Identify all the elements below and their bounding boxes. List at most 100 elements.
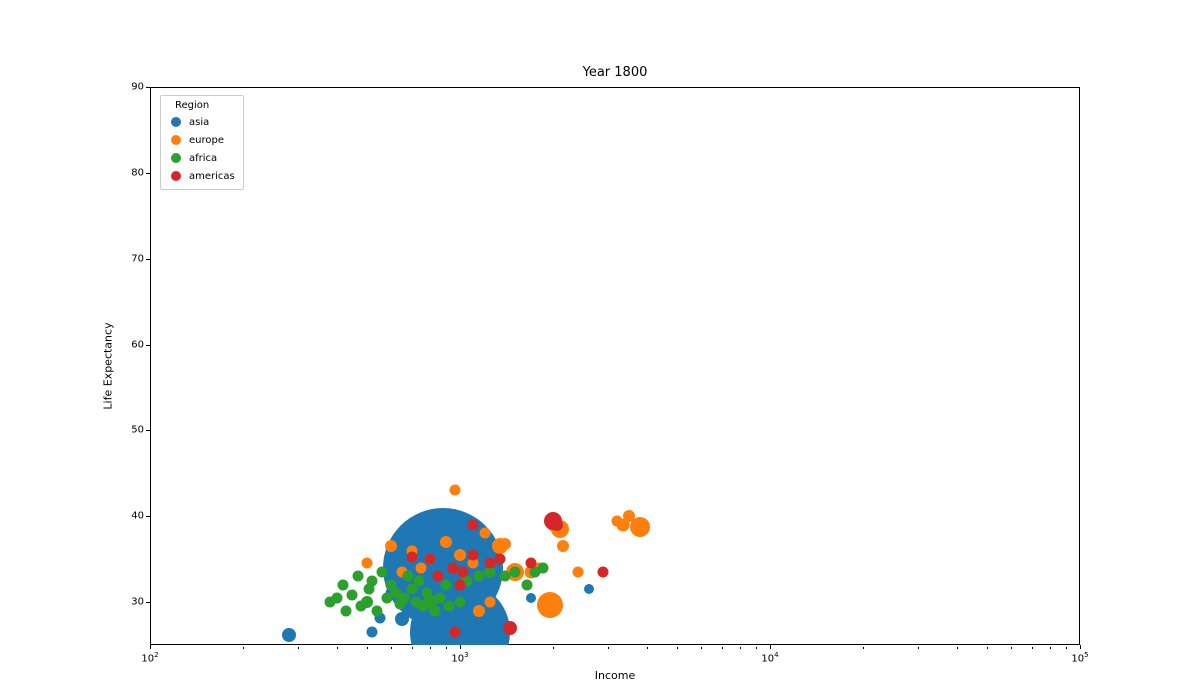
x-tick-label: 104	[761, 651, 778, 664]
x-minor-tick	[957, 647, 958, 650]
legend-swatch-icon	[171, 153, 181, 163]
axes-frame: 10210310410530405060708090	[150, 87, 1080, 645]
bubble-europe	[611, 515, 622, 526]
y-tick-mark	[146, 345, 150, 346]
legend-item-europe: europe	[167, 131, 235, 149]
bubble-europe	[440, 536, 452, 548]
bubble-africa	[331, 592, 342, 603]
bubble-americas	[526, 558, 537, 569]
bubble-asia	[584, 584, 594, 594]
x-minor-tick	[367, 647, 368, 650]
x-tick-label: 105	[1071, 651, 1088, 664]
bubble-africa	[509, 567, 520, 578]
legend-swatch-icon	[171, 135, 181, 145]
bubble-asia	[366, 627, 377, 638]
bubble-europe	[454, 549, 466, 561]
y-tick-label: 80	[131, 167, 144, 178]
bubble-europe	[572, 567, 583, 578]
x-minor-tick	[391, 647, 392, 650]
y-tick-mark	[146, 259, 150, 260]
legend: Region asia europe africa americas	[160, 95, 244, 190]
y-tick-label: 70	[131, 253, 144, 264]
bubble-americas	[449, 627, 460, 638]
y-axis-label: Life Expectancy	[102, 322, 115, 409]
bubble-europe	[416, 562, 427, 573]
bubble-africa	[455, 597, 466, 608]
x-tick-label: 103	[451, 651, 468, 664]
bubble-africa	[347, 590, 358, 601]
bubble-europe	[473, 605, 485, 617]
bubble-europe	[557, 540, 569, 552]
legend-item-africa: africa	[167, 149, 235, 167]
bubble-americas	[455, 579, 466, 590]
x-minor-tick	[1032, 647, 1033, 650]
chart-title: Year 1800	[583, 65, 648, 80]
legend-label: europe	[189, 135, 224, 146]
y-tick-mark	[146, 516, 150, 517]
bubble-americas	[598, 567, 609, 578]
x-minor-tick	[446, 647, 447, 650]
bubble-africa	[440, 579, 451, 590]
y-tick-label: 40	[131, 511, 144, 522]
x-minor-tick	[647, 647, 648, 650]
bubble-europe	[479, 528, 490, 539]
y-tick-mark	[146, 87, 150, 88]
legend-swatch-icon	[171, 117, 181, 127]
x-tick-mark	[1080, 645, 1081, 649]
bubble-americas	[467, 549, 478, 560]
x-minor-tick	[701, 647, 702, 650]
bubble-africa	[399, 592, 410, 603]
y-tick-label: 50	[131, 425, 144, 436]
bubble-americas	[457, 567, 468, 578]
bubble-africa	[356, 601, 367, 612]
bubble-africa	[537, 562, 548, 573]
bubble-africa	[353, 571, 364, 582]
bubble-africa	[443, 601, 454, 612]
plot-area	[150, 87, 1080, 645]
bubble-africa	[421, 588, 432, 599]
bubble-asia	[424, 622, 436, 634]
bubble-africa	[429, 605, 440, 616]
x-minor-tick	[412, 647, 413, 650]
x-minor-tick	[608, 647, 609, 650]
bubble-africa	[522, 579, 533, 590]
y-tick-mark	[146, 173, 150, 174]
bubble-americas	[485, 558, 496, 569]
bubble-europe	[385, 540, 397, 552]
legend-title: Region	[175, 100, 235, 111]
x-minor-tick	[430, 647, 431, 650]
x-minor-tick	[553, 647, 554, 650]
legend-item-asia: asia	[167, 113, 235, 131]
x-minor-tick	[1011, 647, 1012, 650]
y-tick-label: 90	[131, 82, 144, 93]
x-minor-tick	[740, 647, 741, 650]
bubble-americas	[503, 621, 517, 635]
legend-label: americas	[189, 171, 235, 182]
legend-label: africa	[189, 153, 217, 164]
bubble-africa	[338, 579, 349, 590]
bubble-africa	[473, 571, 484, 582]
bubble-americas	[433, 571, 444, 582]
bubble-asia	[282, 628, 296, 642]
x-tick-mark	[460, 645, 461, 649]
bubble-europe	[485, 597, 496, 608]
y-tick-mark	[146, 430, 150, 431]
bubble-africa	[376, 567, 387, 578]
x-minor-tick	[298, 647, 299, 650]
bubble-americas	[467, 519, 478, 530]
x-minor-tick	[722, 647, 723, 650]
x-tick-mark	[770, 645, 771, 649]
x-minor-tick	[987, 647, 988, 650]
x-axis-label: Income	[595, 669, 635, 682]
y-tick-mark	[146, 602, 150, 603]
bubble-africa	[366, 575, 377, 586]
bubble-africa	[372, 605, 383, 616]
bubble-americas	[495, 554, 506, 565]
x-minor-tick	[677, 647, 678, 650]
bubble-europe	[361, 558, 372, 569]
legend-label: asia	[189, 117, 209, 128]
legend-swatch-icon	[171, 171, 181, 181]
bubble-americas	[551, 519, 563, 531]
y-tick-label: 30	[131, 597, 144, 608]
x-tick-mark	[150, 645, 151, 649]
